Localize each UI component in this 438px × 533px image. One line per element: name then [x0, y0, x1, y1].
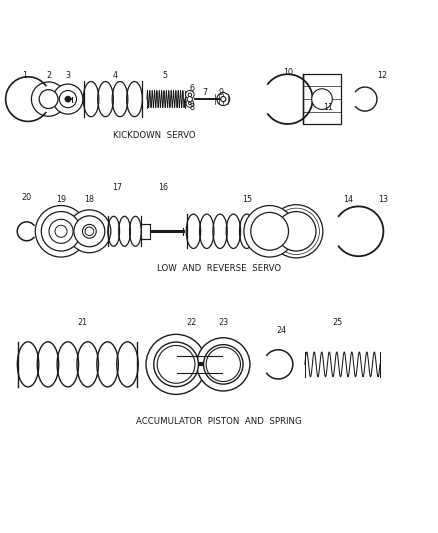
Text: 12: 12: [377, 71, 387, 80]
Circle shape: [221, 96, 226, 102]
Text: 10: 10: [283, 68, 293, 77]
Text: 23: 23: [218, 318, 228, 327]
Text: 17: 17: [112, 183, 122, 191]
Text: 8: 8: [190, 103, 195, 112]
Text: 19: 19: [57, 196, 67, 205]
Circle shape: [206, 347, 240, 382]
Text: 22: 22: [186, 318, 196, 327]
Text: 1: 1: [22, 71, 28, 80]
Circle shape: [55, 225, 67, 237]
Circle shape: [188, 102, 191, 104]
Circle shape: [273, 208, 319, 254]
Text: 20: 20: [21, 193, 32, 203]
Text: 3: 3: [65, 71, 71, 80]
Text: 25: 25: [332, 318, 342, 327]
FancyBboxPatch shape: [303, 74, 341, 124]
Text: 11: 11: [323, 103, 333, 112]
Circle shape: [154, 342, 198, 386]
Circle shape: [78, 219, 101, 244]
Text: 7: 7: [203, 88, 208, 97]
Circle shape: [186, 91, 194, 99]
Circle shape: [204, 345, 243, 384]
Circle shape: [197, 338, 250, 391]
Circle shape: [65, 96, 71, 102]
Text: 6: 6: [190, 84, 195, 93]
Text: 24: 24: [276, 326, 286, 335]
Text: ACCUMULATOR  PISTON  AND  SPRING: ACCUMULATOR PISTON AND SPRING: [136, 416, 302, 425]
Circle shape: [68, 210, 111, 253]
Text: 4: 4: [113, 71, 118, 80]
Text: 9: 9: [219, 88, 224, 97]
Circle shape: [276, 212, 316, 251]
Text: 13: 13: [378, 196, 388, 205]
Circle shape: [85, 227, 94, 236]
Circle shape: [32, 82, 66, 116]
Circle shape: [53, 84, 83, 114]
Circle shape: [49, 219, 73, 244]
Text: 2: 2: [46, 71, 51, 80]
Text: 14: 14: [343, 196, 353, 205]
Circle shape: [41, 212, 81, 251]
Text: 18: 18: [85, 196, 94, 205]
Circle shape: [43, 213, 79, 249]
Text: 15: 15: [242, 196, 252, 205]
Circle shape: [187, 96, 192, 102]
Text: LOW  AND  REVERSE  SERVO: LOW AND REVERSE SERVO: [157, 264, 281, 273]
Text: 21: 21: [78, 318, 88, 327]
Circle shape: [39, 90, 58, 109]
Circle shape: [188, 93, 191, 96]
FancyBboxPatch shape: [141, 223, 150, 239]
Circle shape: [312, 89, 332, 109]
Circle shape: [217, 93, 230, 106]
Circle shape: [244, 206, 295, 257]
Circle shape: [59, 91, 77, 108]
Circle shape: [74, 216, 105, 247]
Circle shape: [157, 345, 195, 383]
Circle shape: [35, 206, 87, 257]
Text: KICKDOWN  SERVO: KICKDOWN SERVO: [113, 131, 196, 140]
Text: 16: 16: [158, 183, 168, 191]
Circle shape: [251, 213, 289, 250]
Text: 5: 5: [163, 71, 168, 80]
Circle shape: [186, 100, 194, 107]
Circle shape: [146, 334, 206, 394]
Circle shape: [270, 205, 323, 258]
Circle shape: [82, 224, 96, 238]
